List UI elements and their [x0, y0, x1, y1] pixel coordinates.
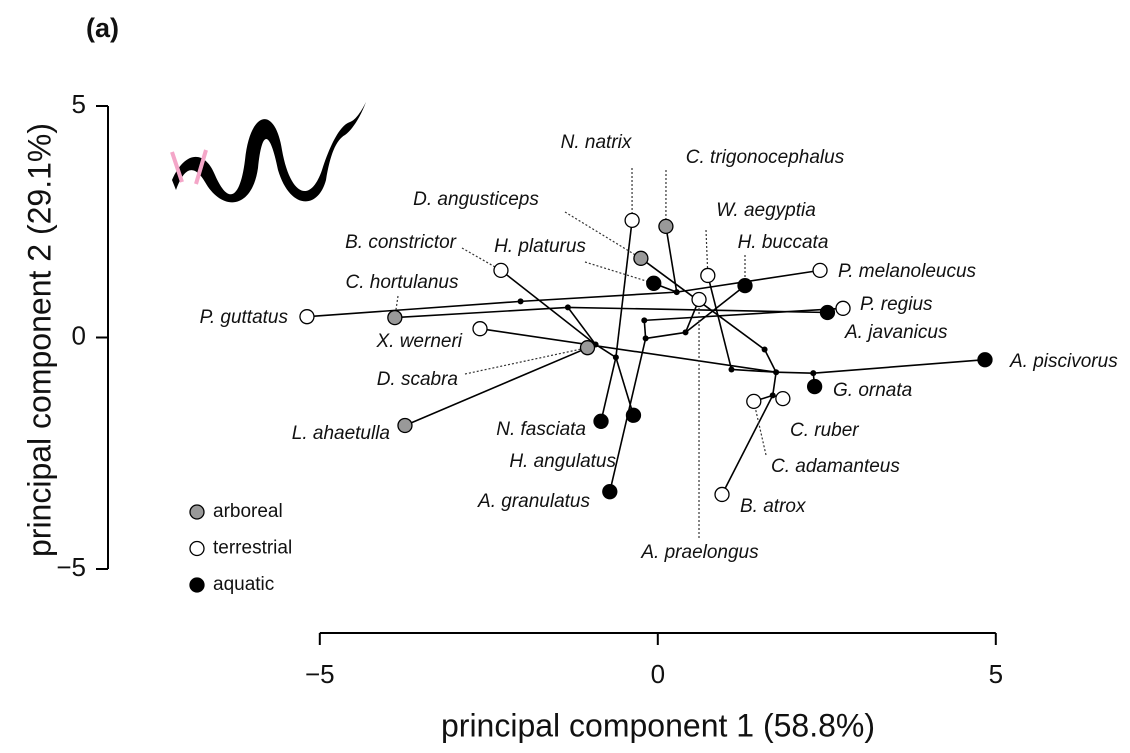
species-label: L. ahaetulla — [292, 423, 390, 444]
species-label: C. trigonocephalus — [686, 147, 845, 168]
species-label: A. piscivorus — [1009, 351, 1118, 372]
snake-icon — [172, 102, 366, 202]
species-point — [978, 353, 992, 367]
ancestral-node — [728, 366, 734, 372]
branch — [813, 360, 985, 373]
species-point — [813, 263, 827, 277]
species-point — [300, 310, 314, 324]
species-label: N. natrix — [561, 132, 633, 153]
branch — [646, 332, 686, 338]
species-point — [692, 293, 706, 307]
species-label: B. atrox — [740, 496, 807, 517]
species-point — [603, 485, 617, 499]
ancestral-node — [770, 392, 776, 398]
branch — [480, 329, 776, 373]
branch — [722, 395, 773, 494]
x-tick-label: 0 — [651, 659, 665, 689]
species-label: P. regius — [860, 294, 933, 315]
y-tick-label: −5 — [56, 552, 86, 582]
panel-label: (a) — [86, 13, 119, 43]
species-point — [808, 380, 822, 394]
x-axis-label: principal component 1 (58.8%) — [441, 707, 875, 743]
ancestral-node — [674, 289, 680, 295]
snake-body — [172, 102, 366, 202]
ancestral-node — [613, 354, 619, 360]
species-label: A. praelongus — [640, 542, 759, 563]
species-label: H. angulatus — [509, 451, 616, 472]
species-label: W. aegyptia — [716, 200, 816, 221]
species-label: C. ruber — [790, 420, 859, 441]
species-point — [494, 263, 508, 277]
species-label: D. angusticeps — [413, 189, 539, 210]
species-point — [398, 418, 412, 432]
species-point — [625, 213, 639, 227]
species-point — [820, 305, 834, 319]
species-point — [747, 394, 761, 408]
legend-label: aquatic — [213, 574, 274, 595]
ancestral-node — [565, 304, 571, 310]
leader-line — [465, 348, 587, 374]
x-tick-label: −5 — [305, 659, 335, 689]
branch — [601, 357, 616, 421]
species-label: A. javanicus — [844, 322, 948, 343]
legend-label: arboreal — [213, 501, 283, 522]
ancestral-node — [810, 370, 816, 376]
species-label: H. buccata — [738, 232, 829, 253]
branch — [616, 357, 634, 415]
y-tick-label: 5 — [72, 89, 86, 119]
legend-label: terrestrial — [213, 538, 292, 559]
legend-marker — [190, 578, 204, 592]
species-label: H. platurus — [494, 236, 586, 257]
species-label: X. werneri — [375, 331, 462, 352]
ancestral-node — [641, 317, 647, 323]
legend-marker — [190, 505, 204, 519]
branch — [521, 292, 677, 301]
species-point — [594, 414, 608, 428]
branch — [307, 301, 521, 316]
species-point — [836, 301, 850, 315]
branch — [616, 220, 632, 357]
species-label: N. fasciata — [496, 419, 586, 440]
ancestral-node — [643, 335, 649, 341]
y-tick-label: 0 — [72, 320, 86, 350]
species-label: P. melanoleucus — [838, 261, 977, 282]
species-label: P. guttatus — [200, 307, 289, 328]
species-point — [626, 408, 640, 422]
species-point — [659, 219, 673, 233]
species-point — [580, 341, 594, 355]
ancestral-node — [518, 298, 524, 304]
y-axis-label: principal component 2 (29.1%) — [21, 123, 57, 557]
ancestral-node — [773, 369, 779, 375]
species-point — [634, 251, 648, 265]
species-label: C. adamanteus — [771, 456, 900, 477]
ancestral-node — [683, 329, 689, 335]
species-label: B. constrictor — [345, 232, 457, 253]
species-point — [776, 392, 790, 406]
species-point — [738, 279, 752, 293]
species-label: G. ornata — [833, 380, 912, 401]
species-point — [647, 276, 661, 290]
x-tick-label: 5 — [989, 659, 1003, 689]
species-label: D. scabra — [377, 369, 458, 390]
species-point — [715, 487, 729, 501]
species-point — [473, 322, 487, 336]
branch — [773, 372, 776, 395]
branch — [776, 372, 813, 373]
branch — [765, 350, 776, 373]
legend-marker — [190, 542, 204, 556]
species-label: C. hortulanus — [345, 272, 459, 293]
ancestral-node — [762, 347, 768, 353]
species-label: A. granulatus — [477, 491, 590, 512]
species-point — [701, 268, 715, 282]
branch — [666, 226, 677, 292]
species-point — [388, 311, 402, 325]
plot-area: C. hortulanus L. ahaetulla D. scabra D. ang… — [200, 132, 1119, 563]
chart: (a) principal component 2 (29.1%) princi… — [0, 0, 1130, 753]
